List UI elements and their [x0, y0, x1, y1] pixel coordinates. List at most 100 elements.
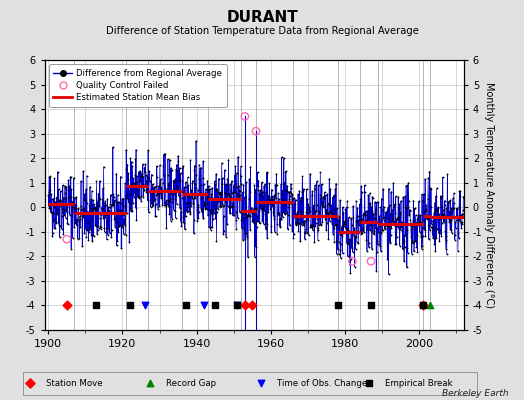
- Point: [153, 191, 161, 197]
- Point: [452, 213, 461, 219]
- Point: [442, 205, 450, 212]
- Point: [336, 197, 344, 203]
- Point: [186, 157, 194, 163]
- Point: [276, 215, 285, 222]
- Point: [253, 218, 261, 225]
- Point: [250, 182, 259, 188]
- Point: [409, 206, 418, 212]
- Point: [75, 234, 83, 241]
- Point: [315, 222, 323, 228]
- Text: Empirical Break: Empirical Break: [385, 378, 453, 388]
- Point: [318, 181, 326, 187]
- Point: [106, 204, 114, 210]
- Point: [355, 222, 363, 228]
- Point: [440, 202, 449, 208]
- Point: [112, 218, 120, 225]
- Point: [326, 209, 334, 215]
- Point: [254, 177, 263, 184]
- Point: [215, 190, 224, 196]
- Point: [292, 211, 300, 218]
- Point: [256, 187, 264, 193]
- Point: [283, 226, 292, 232]
- Point: [453, 215, 461, 222]
- Point: [171, 208, 180, 214]
- Point: [117, 222, 126, 228]
- Point: [127, 181, 136, 187]
- Point: [433, 226, 441, 232]
- Point: [90, 205, 99, 212]
- Point: [224, 203, 232, 209]
- Point: [72, 222, 81, 229]
- Point: [446, 225, 454, 232]
- Point: [134, 193, 143, 200]
- Point: [275, 212, 283, 218]
- Point: [94, 197, 102, 203]
- Point: [419, 197, 428, 204]
- Point: [133, 178, 141, 185]
- Point: [185, 208, 194, 215]
- Point: [418, 191, 426, 198]
- Point: [60, 207, 68, 214]
- Point: [144, 197, 152, 204]
- Point: [243, 212, 252, 218]
- Point: [241, 230, 249, 236]
- Point: [208, 184, 216, 191]
- Point: [237, 216, 246, 223]
- Point: [333, 221, 342, 228]
- Point: [192, 171, 201, 178]
- Point: [318, 203, 326, 209]
- Point: [151, 200, 160, 207]
- Point: [439, 174, 447, 180]
- Point: [190, 167, 199, 174]
- Point: [323, 212, 331, 218]
- Point: [169, 187, 177, 194]
- Point: [283, 188, 292, 195]
- Point: [117, 245, 125, 252]
- Point: [58, 213, 67, 219]
- Point: [75, 218, 84, 224]
- Point: [151, 212, 160, 219]
- Point: [365, 201, 374, 207]
- Point: [304, 206, 313, 212]
- Point: [316, 221, 325, 228]
- Point: [308, 192, 316, 199]
- Point: [326, 214, 335, 221]
- Point: [168, 188, 177, 194]
- Point: [245, 176, 254, 182]
- Point: [64, 202, 73, 208]
- Point: [352, 234, 360, 240]
- Point: [347, 221, 356, 228]
- Point: [419, 233, 427, 240]
- Point: [165, 211, 173, 217]
- Point: [111, 214, 119, 221]
- Point: [339, 250, 347, 256]
- Point: [247, 208, 256, 214]
- Point: [285, 188, 293, 195]
- Point: [329, 194, 337, 201]
- Point: [133, 173, 141, 180]
- Point: [369, 214, 378, 221]
- Point: [220, 213, 228, 219]
- Point: [368, 195, 377, 202]
- Point: [233, 302, 242, 309]
- Point: [139, 187, 148, 193]
- Point: [89, 197, 97, 203]
- Point: [328, 220, 336, 227]
- Point: [287, 190, 295, 196]
- Point: [198, 214, 206, 221]
- Point: [245, 188, 254, 195]
- Point: [167, 165, 175, 171]
- Point: [359, 229, 368, 235]
- Point: [313, 226, 322, 233]
- Point: [410, 248, 418, 255]
- Point: [96, 214, 104, 221]
- Point: [162, 197, 171, 204]
- Point: [419, 218, 428, 224]
- Point: [189, 178, 197, 184]
- Point: [77, 178, 85, 184]
- Point: [232, 209, 240, 215]
- Point: [249, 217, 257, 224]
- Point: [263, 235, 271, 241]
- Point: [211, 181, 220, 188]
- Point: [214, 194, 223, 200]
